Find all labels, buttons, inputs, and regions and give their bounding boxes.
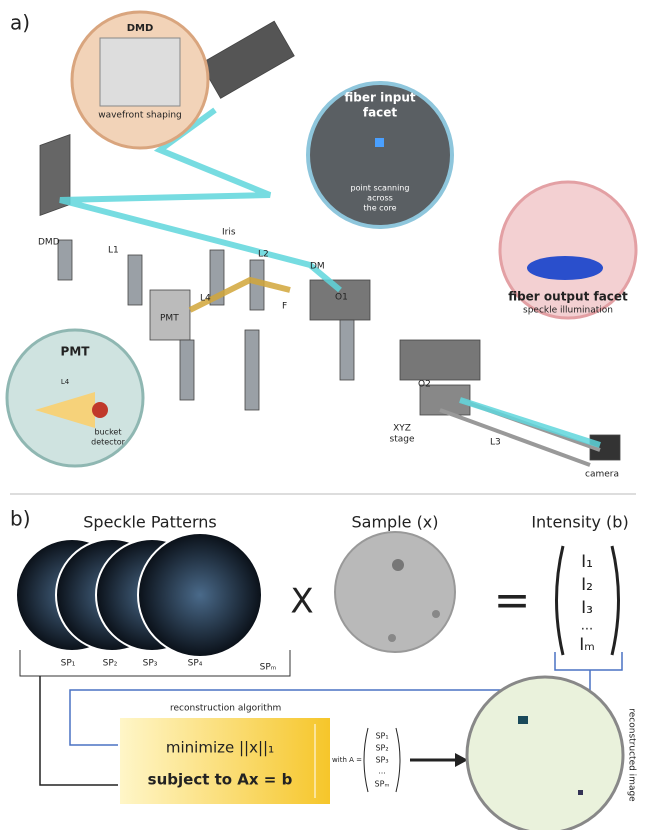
speckle-label: SP₂ (103, 659, 118, 669)
intensity-entry: I₁ (581, 552, 593, 572)
panel-label: b) (10, 507, 31, 531)
particle (388, 634, 396, 642)
component-label: O2 (418, 380, 431, 390)
post (128, 255, 142, 305)
intensity-entry: I₂ (581, 575, 593, 595)
component-label: O1 (335, 293, 348, 303)
section-title: Speckle Patterns (83, 513, 217, 532)
matrix-entry: ... (378, 767, 386, 776)
objective: minimize ||x||₁ (166, 739, 274, 757)
callout-title: fiber output facet (508, 290, 628, 304)
particle (392, 559, 404, 571)
post (340, 320, 354, 380)
component-label: F (282, 302, 287, 312)
matrix-entry: SP₁ (375, 732, 388, 741)
panel-label: a) (10, 11, 30, 35)
stage (400, 340, 480, 380)
intensity-entry: I₃ (581, 598, 593, 618)
component-label: PMT (160, 314, 179, 324)
constraint: subject to Ax = b (148, 771, 293, 789)
operator: X (290, 582, 313, 622)
speckle-label: SPₘ (260, 663, 277, 673)
component-label: L4 (200, 294, 211, 304)
beam (460, 400, 600, 445)
page: a) DMD wavefront shaping laser fiber inp… (0, 0, 646, 830)
algorithm-label: reconstruction algorithm (170, 704, 281, 714)
component-label: DM (310, 262, 325, 272)
sample (335, 532, 455, 652)
component-label: XYZ (393, 424, 411, 434)
reconstructed-image (467, 677, 623, 830)
callout-title: PMT (61, 345, 91, 359)
matrix-entry: SPₘ (375, 780, 390, 789)
callout-caption: detector (91, 438, 125, 447)
speckle-pattern (138, 533, 262, 657)
component-label: camera (585, 470, 619, 480)
speckle-spot (527, 256, 603, 280)
matrix-entry: SP₃ (375, 756, 388, 765)
callout-caption: speckle illumination (523, 306, 613, 316)
scan-point (375, 138, 384, 147)
particle (518, 716, 528, 724)
result-label: reconstructed image (627, 708, 637, 802)
post (245, 330, 259, 410)
component-label: DMD (38, 238, 60, 248)
callout-caption: point scanning (351, 184, 410, 193)
callout-title: facet (363, 106, 398, 120)
component-label: L2 (258, 250, 269, 260)
arrow (40, 676, 118, 785)
callout-label: L4 (61, 378, 70, 386)
component-label: laser (250, 90, 274, 110)
speckle-stack (16, 533, 262, 657)
matrix-entry: SP₂ (375, 744, 388, 753)
callout-caption: across (367, 194, 393, 203)
dmd-pattern (100, 38, 180, 106)
algorithm-box (120, 718, 330, 804)
component-label: L1 (108, 246, 119, 256)
component-label: L3 (490, 438, 501, 448)
callout-caption: bucket (95, 428, 122, 437)
callout-title: DMD (127, 23, 154, 34)
detector (92, 402, 108, 418)
section-title: Sample (x) (351, 513, 438, 532)
component-label: Iris (222, 228, 236, 238)
post (180, 340, 194, 400)
intensity-entry: ... (581, 619, 593, 634)
section-title: Intensity (b) (531, 513, 628, 532)
callout-caption: wavefront shaping (98, 111, 182, 121)
speckle-label: SP₃ (143, 659, 158, 669)
post (58, 240, 72, 280)
callout-title: fiber input (344, 91, 416, 105)
matrix-prefix: with A = (332, 756, 362, 764)
intensity-entry: Iₘ (579, 635, 595, 655)
figure: a) DMD wavefront shaping laser fiber inp… (0, 0, 646, 830)
speckle-label: SP₁ (61, 659, 76, 669)
particle (578, 790, 583, 795)
component-label: stage (390, 435, 415, 445)
operator: = (494, 575, 531, 626)
laser-body (201, 21, 295, 98)
speckle-label: SP₄ (188, 659, 203, 669)
callout-caption: the core (364, 204, 397, 213)
particle (432, 610, 440, 618)
